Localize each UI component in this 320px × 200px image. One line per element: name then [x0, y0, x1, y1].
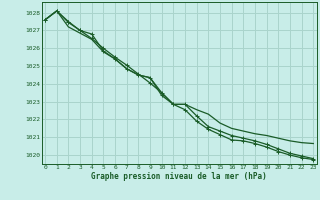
- X-axis label: Graphe pression niveau de la mer (hPa): Graphe pression niveau de la mer (hPa): [91, 172, 267, 181]
